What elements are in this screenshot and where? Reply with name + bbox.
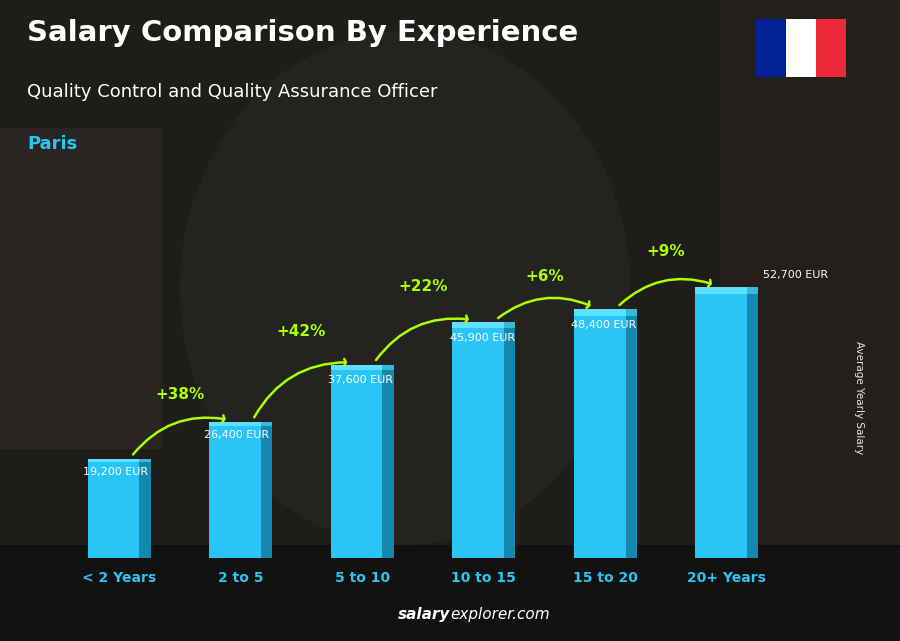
Text: salary: salary [398, 607, 450, 622]
Bar [747, 287, 759, 294]
Text: +9%: +9% [647, 244, 686, 259]
Bar [261, 422, 273, 558]
Bar [261, 422, 273, 426]
Bar [87, 459, 150, 558]
Text: 52,700 EUR: 52,700 EUR [763, 270, 828, 279]
Bar [140, 459, 150, 462]
Bar [504, 322, 516, 558]
Bar [720, 0, 900, 641]
Text: explorer.com: explorer.com [450, 607, 550, 622]
Bar [816, 19, 846, 77]
Bar [786, 19, 816, 77]
Bar [0, 545, 900, 641]
Bar [452, 322, 516, 558]
Bar [140, 459, 150, 558]
Bar [626, 310, 637, 558]
Bar [209, 422, 261, 426]
Bar [452, 322, 504, 328]
Bar [626, 310, 637, 315]
Bar [87, 459, 140, 462]
Bar [573, 310, 625, 315]
Bar [382, 365, 394, 370]
Bar [0, 128, 162, 449]
Bar [382, 365, 394, 558]
Text: Salary Comparison By Experience: Salary Comparison By Experience [27, 19, 578, 47]
Bar [330, 365, 382, 370]
Bar [747, 287, 759, 558]
Bar [504, 322, 516, 328]
Bar [330, 365, 394, 558]
Text: 45,900 EUR: 45,900 EUR [450, 333, 515, 342]
Text: 19,200 EUR: 19,200 EUR [83, 467, 148, 477]
Text: +22%: +22% [398, 279, 447, 294]
Bar [756, 19, 786, 77]
Text: +6%: +6% [526, 269, 564, 284]
Text: 26,400 EUR: 26,400 EUR [204, 430, 269, 440]
Text: +38%: +38% [156, 387, 204, 402]
Text: +42%: +42% [277, 324, 326, 339]
Bar [696, 287, 747, 294]
Bar [573, 310, 637, 558]
Text: 37,600 EUR: 37,600 EUR [328, 375, 393, 385]
Text: Paris: Paris [27, 135, 77, 153]
Text: Average Yearly Salary: Average Yearly Salary [854, 341, 865, 454]
Text: 48,400 EUR: 48,400 EUR [572, 320, 636, 329]
Ellipse shape [180, 32, 630, 545]
Text: Quality Control and Quality Assurance Officer: Quality Control and Quality Assurance Of… [27, 83, 437, 101]
Bar [209, 422, 273, 558]
Bar [696, 287, 759, 558]
